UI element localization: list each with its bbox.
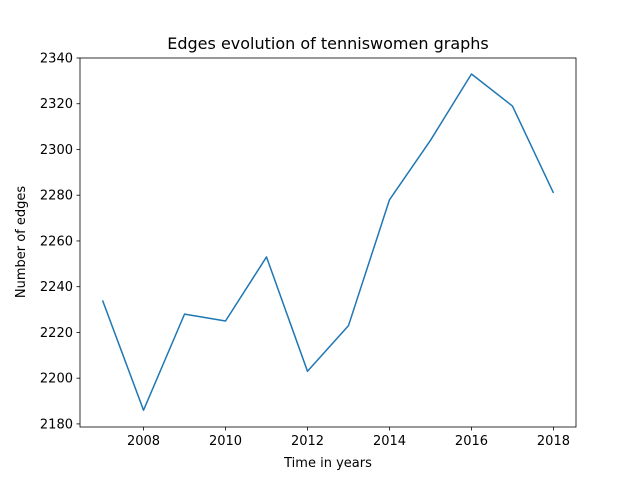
axes-frame [79,57,577,428]
y-tick-label: 2180 [40,417,73,432]
x-tick-label: 2008 [127,434,160,449]
x-tick-label: 2014 [373,434,406,449]
y-tick-label: 2240 [40,280,73,295]
y-tick-label: 2300 [40,143,73,158]
x-tick-label: 2018 [537,434,570,449]
y-axis-label: Number of edges [14,186,29,299]
y-tick-label: 2260 [40,234,73,249]
plot-area: 2008 2010 2012 2014 2016 2018 2180 2200 2220 2240… [40,52,577,449]
x-tick-label: 2012 [291,434,324,449]
y-tick-label: 2280 [40,189,73,204]
y-tick-label: 2200 [40,372,73,387]
y-tick-label: 2220 [40,326,73,341]
x-tick-label: 2010 [209,434,242,449]
y-tick-label: 2340 [40,52,73,67]
x-axis-label: Time in years [283,456,372,471]
chart-title: Edges evolution of tenniswomen graphs [167,34,489,53]
x-tick-label: 2016 [455,434,488,449]
y-tick-label: 2320 [40,97,73,112]
series-line [101,73,555,411]
